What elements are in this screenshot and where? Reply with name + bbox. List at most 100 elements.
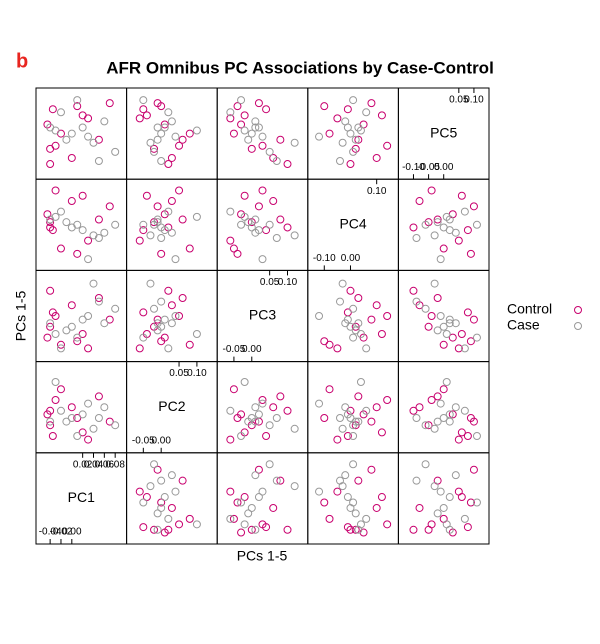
- point: [362, 406, 371, 415]
- point: [383, 312, 392, 320]
- point: [192, 126, 201, 135]
- point: [153, 319, 162, 328]
- point: [237, 432, 246, 440]
- point: [51, 312, 60, 320]
- point: [237, 220, 246, 229]
- point: [439, 414, 448, 422]
- point: [254, 99, 263, 108]
- point: [430, 424, 439, 433]
- point: [424, 322, 433, 331]
- point: [433, 417, 442, 426]
- point: [421, 304, 430, 313]
- point: [433, 509, 442, 518]
- point: [150, 147, 159, 156]
- point: [354, 392, 363, 401]
- point: [226, 114, 235, 123]
- point: [178, 135, 187, 144]
- point: [73, 333, 82, 342]
- point: [105, 99, 114, 108]
- point: [233, 249, 242, 258]
- point: [463, 432, 472, 440]
- point: [78, 410, 87, 419]
- tick-label: 0.06: [95, 459, 115, 470]
- point: [167, 117, 176, 126]
- point: [436, 399, 445, 408]
- tick-label: 0.10: [187, 368, 207, 379]
- point: [146, 279, 155, 288]
- point: [167, 319, 176, 328]
- point: [354, 417, 363, 426]
- point: [175, 520, 184, 529]
- point: [105, 417, 114, 426]
- point: [265, 220, 274, 229]
- point: [445, 319, 454, 328]
- point: [469, 465, 478, 474]
- point: [153, 215, 162, 224]
- point: [135, 344, 144, 353]
- point: [62, 417, 71, 426]
- point: [150, 460, 159, 469]
- point: [247, 503, 256, 512]
- point: [67, 414, 76, 422]
- point: [272, 414, 281, 422]
- point: [51, 330, 60, 338]
- point: [283, 223, 292, 232]
- point: [469, 202, 478, 211]
- point: [258, 186, 267, 195]
- point: [73, 337, 82, 346]
- point: [254, 123, 263, 132]
- point: [73, 249, 82, 258]
- point: [175, 312, 184, 320]
- panel: [307, 269, 399, 363]
- point: [343, 432, 352, 440]
- point: [160, 315, 169, 324]
- point: [237, 528, 246, 537]
- point: [192, 212, 201, 221]
- tick-label: 0.00: [62, 527, 82, 538]
- point: [73, 414, 82, 422]
- point: [262, 432, 271, 440]
- point: [439, 244, 448, 253]
- point: [341, 117, 350, 126]
- point: [454, 236, 463, 245]
- point: [150, 525, 159, 534]
- point: [233, 414, 242, 422]
- point: [421, 460, 430, 469]
- point: [229, 129, 238, 138]
- point: [430, 482, 439, 491]
- point: [272, 157, 281, 166]
- point: [343, 105, 352, 114]
- point: [139, 226, 148, 235]
- point: [240, 111, 249, 120]
- point: [372, 503, 381, 512]
- point: [415, 197, 424, 206]
- point: [240, 126, 249, 135]
- point: [412, 476, 421, 485]
- point: [62, 218, 71, 227]
- point: [367, 99, 376, 108]
- point: [445, 315, 454, 324]
- point: [100, 117, 109, 126]
- point: [412, 297, 421, 306]
- point: [142, 111, 151, 120]
- point: [157, 102, 166, 111]
- tick-label: 0.08: [105, 459, 125, 470]
- point: [46, 160, 55, 169]
- point: [466, 414, 475, 422]
- tick-label: 0.05: [449, 95, 469, 106]
- point: [336, 414, 344, 422]
- point: [135, 487, 144, 496]
- point: [94, 234, 103, 242]
- point: [269, 503, 278, 512]
- tick-label: 0.04: [84, 459, 104, 470]
- point: [111, 147, 120, 156]
- point: [251, 123, 260, 132]
- point: [150, 304, 159, 313]
- point: [51, 141, 60, 150]
- point: [229, 514, 238, 523]
- point: [67, 129, 76, 138]
- tick-label: -0.10: [402, 162, 425, 173]
- point: [290, 482, 299, 491]
- point: [445, 493, 454, 502]
- point: [466, 498, 475, 507]
